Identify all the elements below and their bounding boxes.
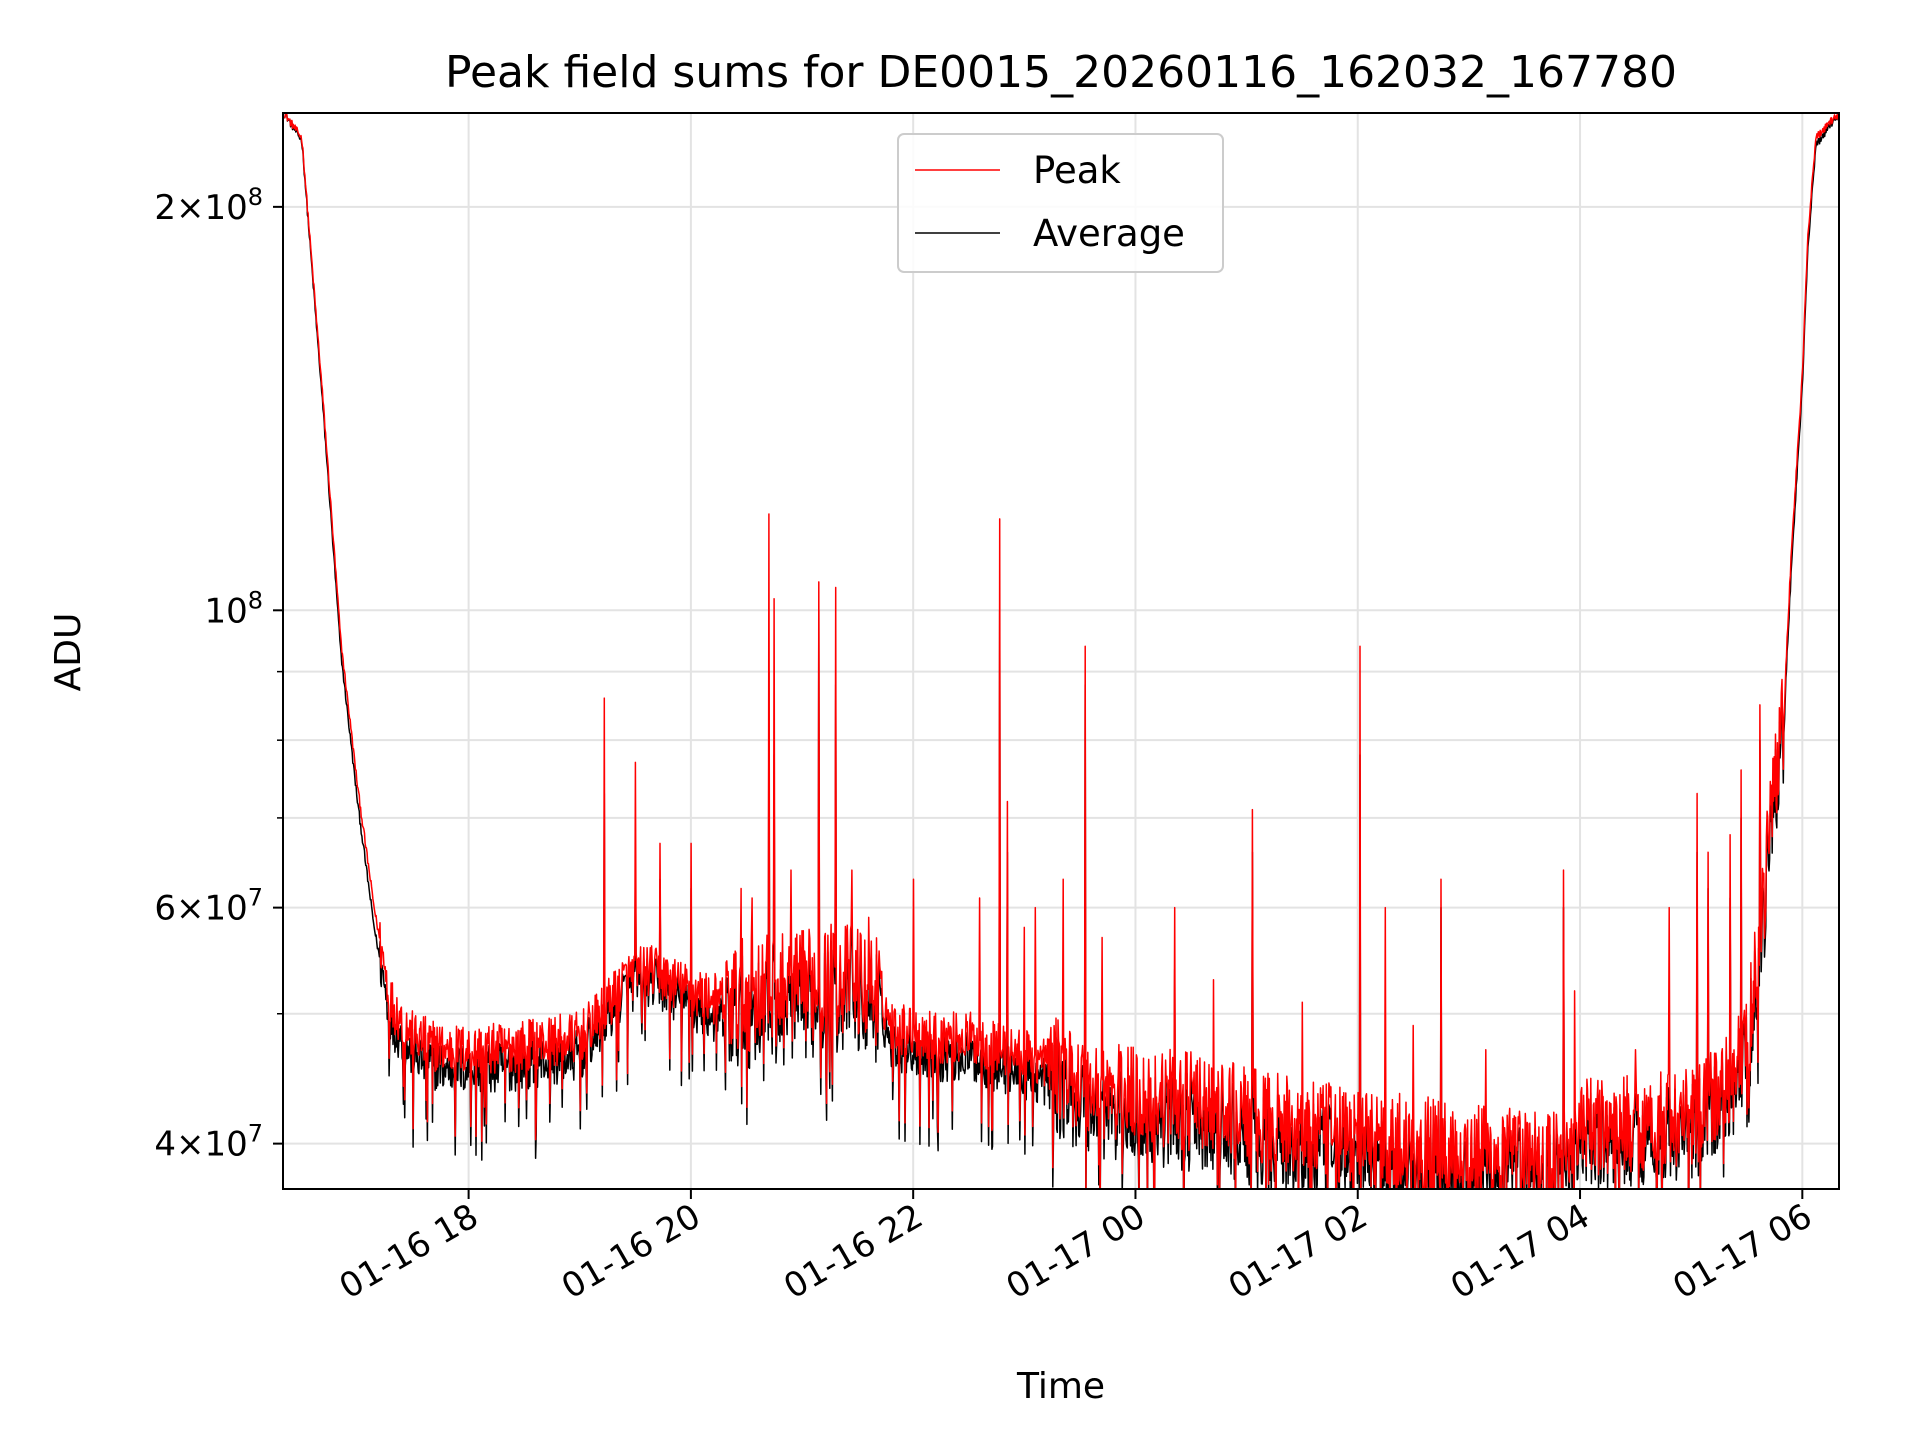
- legend: Peak Average: [897, 133, 1224, 273]
- y-tick-label: 6×107: [154, 884, 263, 929]
- chart-title: Peak field sums for DE0015_20260116_1620…: [445, 47, 1677, 98]
- y-tick-label: 2×108: [154, 183, 263, 228]
- y-axis-title: ADU: [48, 613, 89, 692]
- legend-box: [897, 133, 1224, 273]
- series-line-peak: [283, 113, 1839, 1189]
- x-axis-title: Time: [1016, 1366, 1105, 1407]
- legend-label-average: Average: [1033, 212, 1185, 255]
- y-tick-label: 108: [204, 586, 263, 631]
- series-layer: [283, 113, 1839, 1189]
- legend-label-peak: Peak: [1033, 149, 1121, 192]
- y-tick-label: 4×107: [154, 1120, 263, 1165]
- plot-frame: [282, 112, 1840, 1190]
